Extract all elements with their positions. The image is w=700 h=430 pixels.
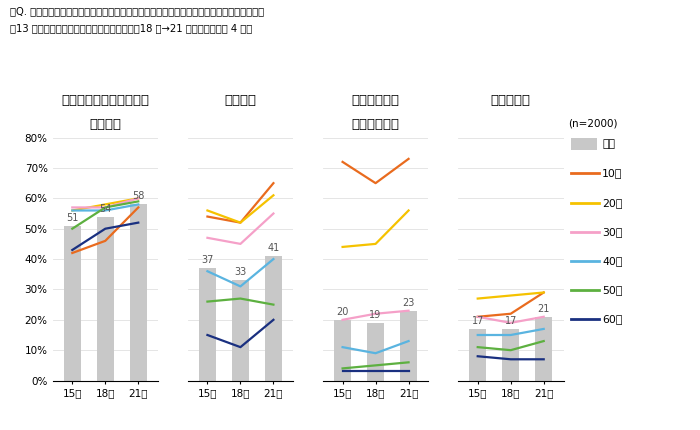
Bar: [400, 311, 416, 381]
Text: 51: 51: [66, 212, 78, 223]
Bar: [199, 268, 216, 381]
Text: 50代: 50代: [602, 285, 622, 295]
Text: 17: 17: [472, 316, 484, 326]
Text: 「Q. あなたは、スキンケア化粧品（基礎化粧品）にどのような効果を期待していますか。」: 「Q. あなたは、スキンケア化粧品（基礎化粧品）にどのような効果を期待しています…: [10, 6, 265, 16]
Text: 美白・ホワイトニング・: 美白・ホワイトニング・: [62, 95, 149, 108]
Bar: [503, 329, 519, 381]
Bar: [64, 226, 80, 381]
Text: 40代: 40代: [602, 256, 622, 266]
Text: 20: 20: [337, 307, 349, 317]
Text: 敏感肌対策: 敏感肌対策: [491, 95, 531, 108]
Text: しみ対策: しみ対策: [90, 118, 121, 131]
Text: 30代: 30代: [602, 227, 622, 237]
Text: 全体: 全体: [602, 139, 615, 149]
Text: 33: 33: [234, 267, 246, 277]
Text: 10代: 10代: [602, 168, 622, 178]
Bar: [130, 204, 146, 381]
Bar: [335, 320, 351, 381]
Text: 23: 23: [402, 298, 415, 308]
Bar: [265, 256, 281, 381]
Text: 〃13 の選択肢を提示（複数回答）したうち、18 冬→21 冬での増加上位 4 項目: 〃13 の選択肢を提示（複数回答）したうち、18 冬→21 冬での増加上位 4 …: [10, 24, 253, 34]
Text: 21: 21: [538, 304, 550, 314]
Text: 17: 17: [505, 316, 517, 326]
Text: アクネ菌抑制: アクネ菌抑制: [351, 118, 400, 131]
Bar: [536, 317, 552, 381]
Text: ニキビ対策・: ニキビ対策・: [351, 95, 400, 108]
Bar: [232, 280, 248, 381]
Text: 37: 37: [201, 255, 214, 265]
Bar: [368, 323, 384, 381]
Text: 58: 58: [132, 191, 144, 201]
Text: 54: 54: [99, 203, 111, 214]
Text: 19: 19: [370, 310, 382, 320]
Bar: [97, 217, 113, 381]
Text: 毛穴ケア: 毛穴ケア: [225, 95, 256, 108]
Text: 60代: 60代: [602, 314, 622, 325]
Text: (n=2000): (n=2000): [568, 119, 618, 129]
Text: 41: 41: [267, 243, 279, 253]
Bar: [470, 329, 486, 381]
Text: 20代: 20代: [602, 197, 622, 208]
